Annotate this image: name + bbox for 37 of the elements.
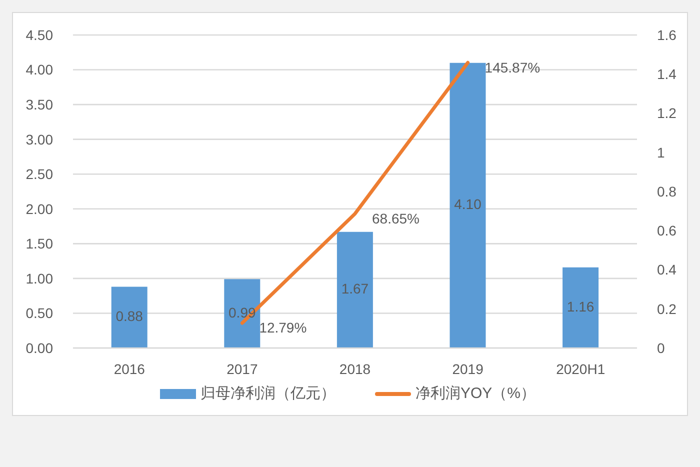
bar — [336, 232, 373, 348]
bar — [111, 286, 148, 348]
y-tick-label: 2.00 — [26, 200, 54, 217]
y-tick-label: 4.50 — [26, 26, 54, 43]
y-tick-label: 0.50 — [26, 305, 54, 322]
y2-tick-label: 1.2 — [657, 105, 677, 122]
y2-tick-label: 1.6 — [657, 26, 677, 43]
y2-tick-label: 0.8 — [657, 183, 677, 200]
x-tick-label: 2018 — [339, 360, 371, 377]
x-tick-label: 2016 — [114, 360, 146, 377]
y2-tick-label: 0.6 — [657, 222, 677, 239]
y2-tick-label: 0.4 — [657, 262, 677, 278]
x-tick-label: 2020H1 — [556, 360, 606, 377]
data-label: 1.67 — [341, 280, 369, 297]
y-tick-label: 3.00 — [26, 131, 54, 148]
bar — [562, 267, 599, 348]
y2-tick-label: 0 — [657, 340, 665, 356]
bar — [450, 62, 486, 348]
x-tick-label: 2017 — [226, 360, 258, 377]
y2-tick-label: 0.2 — [657, 300, 677, 317]
y-tick-label: 3.50 — [26, 96, 54, 113]
x-tick-label: 2019 — [452, 360, 484, 377]
legend-label: 净利润YOY（%） — [415, 384, 536, 403]
y-tick-label: 1.00 — [26, 270, 54, 286]
data-label: 145.87% — [484, 59, 540, 76]
y2-tick-label: 1.4 — [657, 66, 677, 82]
y2-tick-label: 1 — [657, 144, 665, 160]
data-label: 0.88 — [116, 308, 144, 324]
y-tick-label: 1.50 — [26, 236, 54, 252]
data-label: 68.65% — [372, 210, 420, 226]
data-label: 4.10 — [454, 196, 482, 212]
data-label: 1.16 — [566, 298, 594, 314]
y-tick-label: 0.00 — [26, 340, 54, 356]
data-label: 12.79% — [259, 320, 307, 336]
y-tick-label: 4.00 — [26, 62, 54, 78]
legend-label: 归母净利润（亿元） — [200, 384, 336, 403]
y-tick-label: 2.50 — [26, 166, 54, 182]
